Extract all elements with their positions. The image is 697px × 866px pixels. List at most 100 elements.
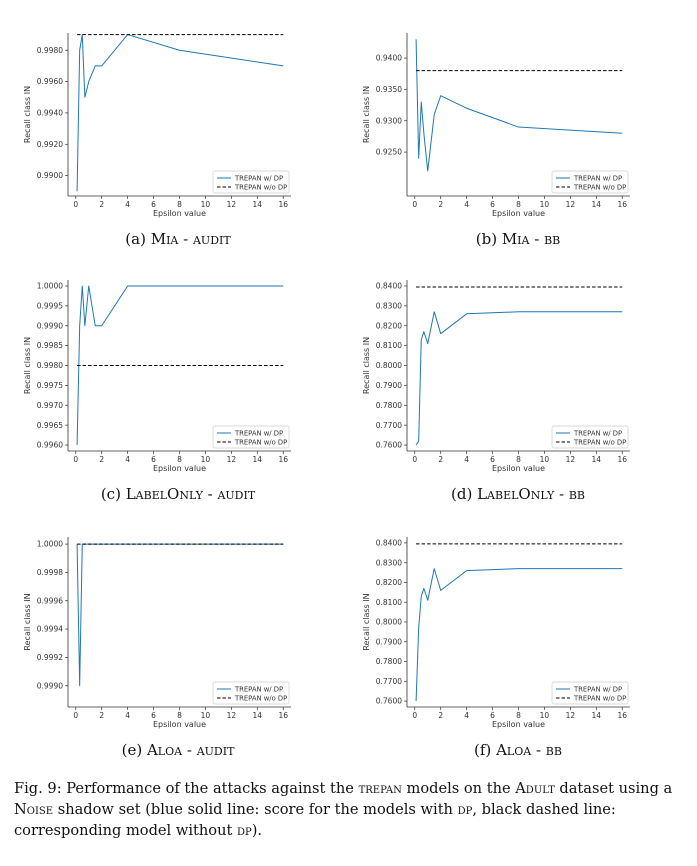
y-tick-label: 0.9300 [376, 116, 402, 125]
x-tick-label: 10 [540, 711, 550, 720]
y-tick-label: 0.9965 [37, 421, 63, 430]
series-line-with-dp [415, 39, 623, 172]
y-tick-label: 0.9940 [37, 109, 63, 118]
y-tick-label: 0.8100 [376, 598, 402, 607]
x-tick-label: 16 [278, 455, 288, 464]
legend-label: TREPAN w/ DP [234, 174, 283, 182]
series-line-with-dp [415, 311, 623, 446]
legend-label: TREPAN w/o DP [234, 183, 287, 191]
y-tick-label: 0.9990 [37, 321, 63, 330]
x-tick-label: 8 [516, 711, 521, 720]
x-tick-label: 8 [177, 711, 182, 720]
x-tick-label: 0 [412, 200, 417, 209]
figure-caption: Fig. 9: Performance of the attacks again… [14, 780, 673, 839]
y-tick-label: 1.0000 [37, 540, 63, 549]
y-tick-label: 0.7700 [376, 677, 402, 686]
panel-caption-e: (e) Aloa - audit [121, 741, 235, 759]
x-tick-label: 4 [464, 455, 469, 464]
x-axis-label: Epsilon value [492, 720, 545, 729]
y-tick-label: 0.9994 [37, 625, 63, 634]
y-tick-label: 1.0000 [37, 282, 63, 291]
y-tick-label: 0.8300 [376, 558, 402, 567]
x-tick-label: 8 [516, 200, 521, 209]
x-tick-label: 16 [278, 711, 288, 720]
legend-label: TREPAN w/ DP [573, 685, 622, 693]
x-tick-label: 12 [227, 200, 237, 209]
y-tick-label: 0.7600 [376, 441, 402, 450]
y-tick-label: 0.8100 [376, 341, 402, 350]
x-tick-label: 14 [253, 200, 263, 209]
y-tick-label: 0.8200 [376, 321, 402, 330]
legend-label: TREPAN w/ DP [573, 174, 622, 182]
x-tick-label: 4 [125, 455, 130, 464]
legend-box [212, 681, 290, 705]
x-axis-label: Epsilon value [492, 464, 545, 473]
y-axis-label: Recall class IN [23, 593, 32, 650]
y-tick-label: 0.7900 [376, 637, 402, 646]
legend-label: TREPAN w/o DP [234, 438, 287, 446]
figure-label: Fig. 9: [14, 780, 62, 797]
legend-label: TREPAN w/o DP [573, 183, 626, 191]
y-axis-label: Recall class IN [362, 337, 371, 394]
x-tick-label: 10 [540, 200, 550, 209]
y-tick-label: 0.8300 [376, 301, 402, 310]
x-tick-label: 0 [73, 455, 78, 464]
chart-panel: 0 2 4 6 8 10 12 14 16 0.7600 0.7700 0.7800 0.7900 0.8… [362, 280, 630, 473]
x-axis-label: Epsilon value [153, 464, 206, 473]
x-tick-label: 12 [227, 711, 237, 720]
chart-panel: 0 2 4 6 8 10 12 14 16 0.7600 0.7700 0.7800 0.7900 0.8… [362, 537, 630, 729]
x-tick-label: 6 [151, 455, 156, 464]
y-tick-label: 0.9992 [37, 653, 63, 662]
y-tick-label: 0.7800 [376, 657, 402, 666]
x-tick-label: 0 [412, 455, 417, 464]
x-tick-label: 6 [151, 200, 156, 209]
x-tick-label: 2 [99, 711, 104, 720]
y-axis-label: Recall class IN [362, 593, 371, 650]
x-tick-label: 6 [490, 711, 495, 720]
x-tick-label: 10 [201, 200, 211, 209]
panel-caption-d: (d) LabelOnly - bb [451, 485, 585, 503]
y-tick-label: 0.9970 [37, 401, 63, 410]
y-tick-label: 0.7700 [376, 421, 402, 430]
y-tick-label: 0.9960 [37, 441, 63, 450]
x-tick-label: 6 [151, 711, 156, 720]
panel-caption-c: (c) LabelOnly - audit [100, 485, 256, 503]
x-tick-label: 14 [253, 711, 263, 720]
x-axis-label: Epsilon value [153, 209, 206, 218]
x-tick-label: 12 [227, 455, 237, 464]
legend-label: TREPAN w/ DP [573, 429, 622, 437]
x-tick-label: 14 [253, 455, 263, 464]
x-tick-label: 14 [592, 711, 602, 720]
y-tick-label: 0.9400 [376, 54, 402, 63]
x-tick-label: 0 [73, 200, 78, 209]
x-tick-label: 10 [201, 455, 211, 464]
x-tick-label: 10 [540, 455, 550, 464]
x-tick-label: 16 [617, 200, 627, 209]
x-tick-label: 0 [412, 711, 417, 720]
legend-box [212, 425, 290, 449]
y-tick-label: 0.7600 [376, 697, 402, 706]
legend-label: TREPAN w/o DP [573, 694, 626, 702]
y-tick-label: 0.8400 [376, 539, 402, 548]
x-tick-label: 2 [99, 455, 104, 464]
y-axis-label: Recall class IN [23, 337, 32, 394]
x-axis-label: Epsilon value [153, 720, 206, 729]
y-tick-label: 0.9900 [37, 171, 63, 180]
legend-box [551, 681, 629, 705]
legend-label: TREPAN w/o DP [234, 694, 287, 702]
x-tick-label: 12 [566, 200, 576, 209]
x-tick-label: 4 [125, 711, 130, 720]
y-tick-label: 0.9980 [37, 46, 63, 55]
x-tick-label: 2 [438, 455, 443, 464]
x-tick-label: 14 [592, 455, 602, 464]
y-tick-label: 0.7800 [376, 401, 402, 410]
series-line-with-dp [76, 34, 284, 192]
x-tick-label: 2 [99, 200, 104, 209]
y-tick-label: 0.8400 [376, 282, 402, 291]
x-tick-label: 6 [490, 200, 495, 209]
x-tick-label: 0 [73, 711, 78, 720]
y-tick-label: 0.9960 [37, 77, 63, 86]
